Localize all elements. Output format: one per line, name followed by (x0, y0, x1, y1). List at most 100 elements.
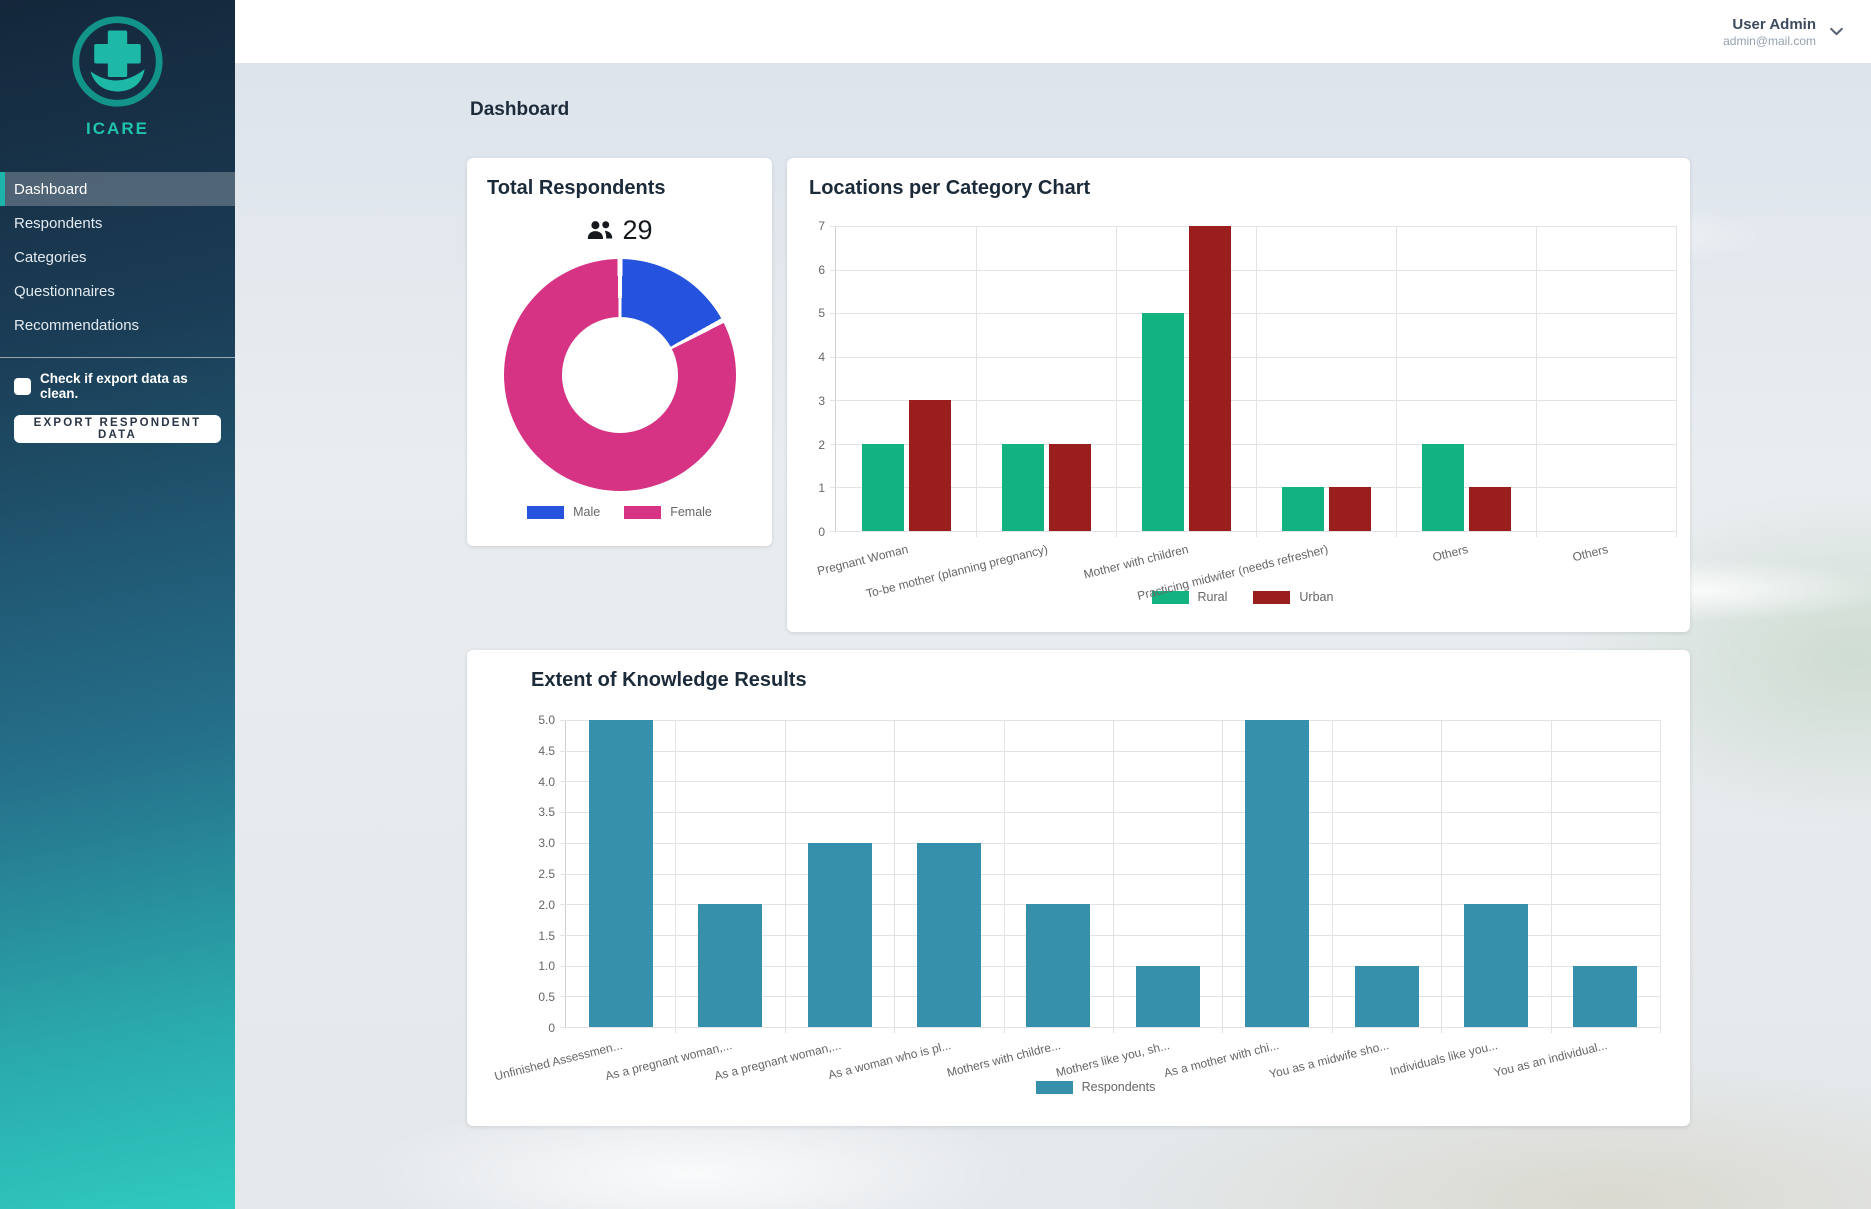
bar (1245, 720, 1310, 1027)
y-axis-tick: 2 (818, 437, 825, 452)
bar-group (836, 226, 976, 531)
bar-group (1332, 720, 1441, 1027)
legend-item[interactable]: Female (624, 505, 712, 519)
top-bar: User Admin admin@mail.com (235, 0, 1871, 63)
sidebar-item-questionnaires[interactable]: Questionnaires (14, 282, 115, 300)
plot-area: Unfinished Assessmen... As a pregnant wom… (493, 720, 1661, 1083)
plot-area: Pregnant Woman To-be mother (planning pre… (816, 226, 1677, 603)
locations-bar-chart: 7 6 5 4 3 2 1 0 Pregnant Woman To-be mother (pla… (809, 219, 1677, 604)
sidebar-item-recommendations[interactable]: Recommendations (14, 316, 140, 334)
gridline (1395, 226, 1397, 537)
bar (916, 842, 981, 1027)
gridline (830, 269, 1676, 271)
bar (807, 842, 872, 1027)
y-axis-tick: 2.0 (538, 897, 555, 912)
gridline (1003, 720, 1005, 1033)
bar-group (785, 720, 894, 1027)
y-axis-tick: 0 (818, 525, 825, 539)
legend-label: Respondents (1081, 1080, 1156, 1094)
bar-group (566, 720, 675, 1027)
gridline (560, 904, 1660, 906)
gridline (560, 934, 1660, 936)
total-respondents-title: Total Respondents (487, 177, 666, 199)
gridline (1676, 226, 1677, 537)
bar-group (1113, 720, 1222, 1027)
export-clean-checkbox-label: Check if export data as clean. (40, 371, 188, 401)
gridline (1113, 720, 1114, 1033)
x-axis-label: You as a midwife sho... (1267, 1038, 1390, 1082)
bar (1573, 965, 1638, 1027)
gridline (560, 781, 1660, 783)
bar-group (1256, 226, 1396, 531)
legend-item[interactable]: Respondents (1035, 1080, 1156, 1094)
sidebar-nav: Dashboard Respondents Categories Questio… (0, 172, 235, 342)
bar-group (675, 720, 784, 1027)
gender-legend: Male Female (487, 505, 752, 519)
bar-group (894, 720, 1003, 1027)
x-axis-label: Pregnant Woman (815, 542, 910, 579)
user-email: admin@mail.com (1723, 33, 1816, 48)
bars-layer (566, 720, 1660, 1027)
bar-group (1536, 226, 1676, 531)
bar (1281, 487, 1324, 531)
legend-item[interactable]: Male (527, 505, 600, 519)
gridline (560, 750, 1660, 752)
x-axis-label: Others (1431, 542, 1470, 565)
x-axis-label: Individuals like you... (1388, 1038, 1500, 1079)
x-axis-label: As a mother with chi... (1162, 1038, 1281, 1081)
gridline (1222, 720, 1224, 1033)
legend-item[interactable]: Rural (1151, 590, 1227, 604)
bar (861, 443, 904, 531)
locations-legend: Rural Urban (809, 590, 1676, 604)
legend-label: Female (670, 505, 712, 519)
knowledge-bar-chart: 5.0 4.5 4.0 3.5 3.0 2.5 2.0 1.5 1.0 0.5 0 Unfinish… (493, 713, 1661, 1094)
y-axis-tick: 1.0 (538, 959, 555, 974)
x-axis-label: As a pregnant woman,... (713, 1038, 843, 1084)
sidebar-item-dashboard[interactable]: Dashboard (0, 172, 235, 206)
bar (1048, 443, 1091, 531)
y-axis-tick: 4 (818, 350, 825, 365)
gridline (1660, 720, 1661, 1033)
gridline (1115, 226, 1117, 537)
export-respondent-data-button[interactable]: EXPORT RESPONDENT DATA (14, 415, 221, 443)
y-axis-tick: 3.5 (538, 805, 555, 820)
knowledge-chart-title: Extent of Knowledge Results (531, 669, 807, 691)
knowledge-legend: Respondents (531, 1080, 1660, 1094)
y-axis-tick: 3 (818, 393, 825, 408)
x-axis-label: Others (1571, 542, 1610, 565)
gridline (560, 842, 1660, 844)
bar-group (1551, 720, 1660, 1027)
page-title: Dashboard (470, 99, 570, 120)
people-icon (588, 221, 613, 240)
bar-group (1441, 720, 1550, 1027)
user-menu[interactable]: User Admin admin@mail.com (1723, 16, 1845, 48)
sidebar-item-respondents[interactable]: Respondents (14, 214, 103, 232)
y-axis-tick: 7 (818, 219, 825, 233)
y-axis-tick: 1.5 (538, 928, 555, 943)
user-name: User Admin (1732, 15, 1816, 33)
bar-group (1396, 226, 1536, 531)
bar (908, 400, 951, 531)
y-axis-tick: 2.5 (538, 867, 555, 881)
gridline (830, 356, 1676, 358)
y-axis-tick: 1 (818, 481, 825, 496)
chevron-down-icon[interactable] (1828, 23, 1845, 40)
legend-swatch (1035, 1080, 1073, 1094)
icare-logo-icon (72, 16, 163, 107)
gridline (784, 720, 786, 1033)
bar (1468, 487, 1511, 531)
legend-swatch (624, 505, 662, 519)
total-respondents-count: 29 (622, 215, 653, 245)
y-axis-tick: 5 (818, 306, 825, 321)
legend-item[interactable]: Urban (1253, 590, 1333, 604)
locations-chart-title: Locations per Category Chart (809, 177, 1091, 199)
y-axis-tick: 3.0 (538, 836, 555, 851)
sidebar-divider (0, 357, 235, 358)
y-axis-tick: 6 (818, 262, 825, 277)
gridline (975, 226, 977, 537)
bar (698, 904, 763, 1027)
bar (1141, 313, 1184, 531)
legend-label: Urban (1299, 590, 1334, 604)
export-clean-checkbox[interactable] (14, 377, 31, 395)
sidebar-item-categories[interactable]: Categories (14, 248, 87, 266)
